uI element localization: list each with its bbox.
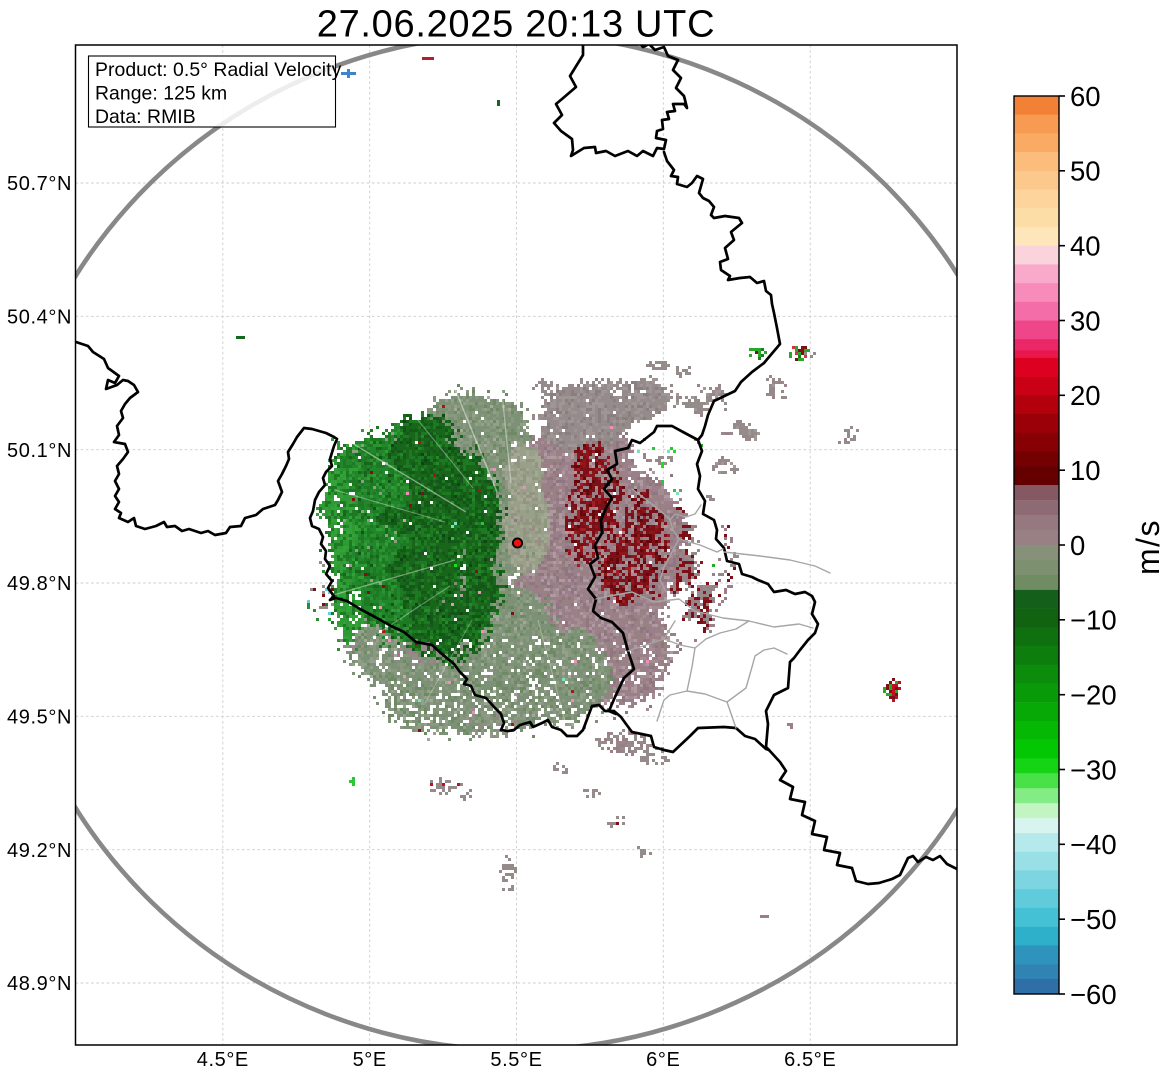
svg-text:4.5°E: 4.5°E <box>197 1049 249 1071</box>
svg-text:m/s: m/s <box>1130 519 1166 575</box>
svg-text:10: 10 <box>1070 455 1101 486</box>
svg-text:50.7°N: 50.7°N <box>7 173 72 195</box>
svg-text:49.8°N: 49.8°N <box>7 573 72 595</box>
svg-text:60: 60 <box>1070 81 1101 112</box>
svg-text:5.5°E: 5.5°E <box>490 1049 542 1071</box>
svg-text:0: 0 <box>1070 530 1085 561</box>
svg-text:−10: −10 <box>1070 605 1117 636</box>
svg-text:6°E: 6°E <box>646 1049 680 1071</box>
svg-text:27.06.2025 20:13 UTC: 27.06.2025 20:13 UTC <box>317 4 716 46</box>
svg-text:49.2°N: 49.2°N <box>7 840 72 862</box>
svg-text:20: 20 <box>1070 380 1101 411</box>
svg-text:48.9°N: 48.9°N <box>7 973 72 995</box>
svg-text:−50: −50 <box>1070 904 1117 935</box>
svg-text:50.1°N: 50.1°N <box>7 440 72 462</box>
svg-text:50: 50 <box>1070 156 1101 187</box>
svg-text:6.5°E: 6.5°E <box>784 1049 836 1071</box>
svg-text:Product: 0.5° Radial Velocity: Product: 0.5° Radial Velocity <box>95 59 342 81</box>
svg-text:−30: −30 <box>1070 754 1117 785</box>
svg-text:Data: RMIB: Data: RMIB <box>95 106 196 128</box>
svg-text:30: 30 <box>1070 305 1101 336</box>
svg-text:49.5°N: 49.5°N <box>7 707 72 729</box>
svg-text:40: 40 <box>1070 231 1101 262</box>
svg-text:Range: 125 km: Range: 125 km <box>95 83 227 105</box>
svg-text:−20: −20 <box>1070 680 1117 711</box>
svg-text:−60: −60 <box>1070 979 1117 1010</box>
svg-text:5°E: 5°E <box>353 1049 387 1071</box>
svg-text:50.4°N: 50.4°N <box>7 307 72 329</box>
svg-text:−40: −40 <box>1070 829 1117 860</box>
